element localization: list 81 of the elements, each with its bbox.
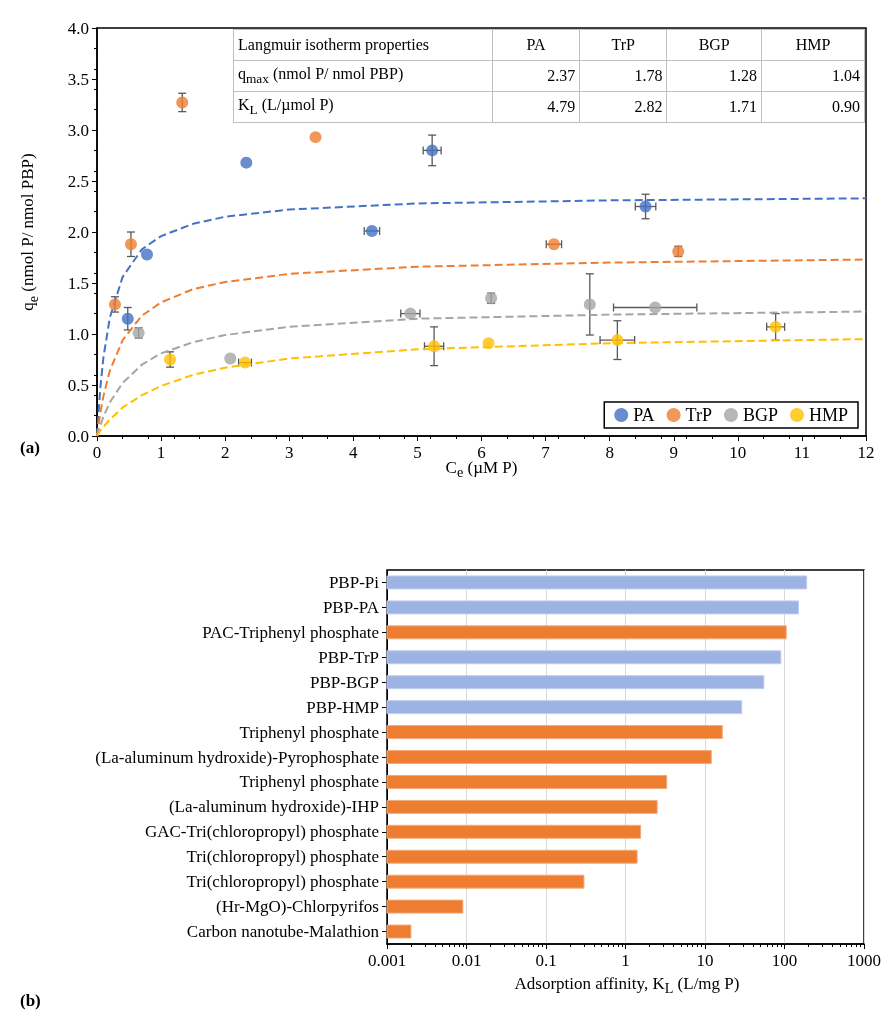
annotation: 1.04 — [761, 60, 865, 92]
point — [583, 298, 596, 311]
annotation: HMP — [761, 29, 865, 61]
point — [428, 340, 441, 353]
x-tick-label: 1000 — [847, 951, 881, 970]
y-tick-label: 3.5 — [67, 69, 89, 89]
y-tick-label: 3.0 — [67, 120, 89, 140]
legend-label: HMP — [808, 405, 848, 425]
x-tick-label: 2 — [220, 443, 230, 462]
x-tick-label: 0 — [92, 443, 102, 462]
x-tick-label: 12 — [857, 443, 875, 462]
x-tick-label: 100 — [771, 951, 798, 970]
x-tick-label: 7 — [541, 443, 551, 462]
text: (b) — [20, 991, 41, 1011]
y-tick-label: PBP-BGP — [310, 672, 379, 692]
legend-label: PA — [633, 405, 655, 425]
annotation: 2.37 — [492, 60, 580, 92]
annotation: 1.28 — [666, 60, 762, 92]
point — [121, 312, 134, 325]
annotation: 1.71 — [666, 91, 762, 123]
annotation: 2.82 — [579, 91, 667, 123]
x-tick-label: 0.1 — [535, 951, 557, 970]
y-tick-label: PBP-HMP — [306, 697, 379, 717]
x-tick-label: 10 — [729, 443, 747, 462]
x-tick-label: 4 — [349, 443, 359, 462]
y-tick-label: PBP-Pi — [328, 572, 380, 592]
annotation: 0.90 — [761, 91, 865, 123]
point — [309, 131, 322, 144]
annotation: TrP — [579, 29, 667, 61]
y-tick-label: (La-aluminum hydroxide)-IHP — [168, 797, 379, 817]
annotation: BGP — [666, 29, 762, 61]
y-tick-label: PAC-Triphenyl phosphate — [202, 622, 379, 642]
point — [426, 144, 439, 157]
y-tick-label: (La-aluminum hydroxide)-Pyrophosphate — [95, 747, 379, 767]
x-tick-label: 1 — [156, 443, 166, 462]
x-tick-label: 11 — [793, 443, 811, 462]
point — [176, 96, 189, 109]
y-tick-label: 2.5 — [67, 171, 89, 191]
annotation: Langmuir isotherm properties — [233, 29, 493, 61]
y-tick-label: 0.5 — [67, 375, 89, 395]
y-tick-label: PBP-TrP — [318, 647, 379, 667]
legend-label: TrP — [685, 405, 712, 425]
x-tick-label: 3 — [285, 443, 294, 462]
y-tick-label: 2.0 — [67, 222, 89, 242]
y-tick-label: 4.0 — [67, 18, 89, 38]
point — [649, 301, 662, 314]
y-tick-label: Triphenyl phosphate — [239, 772, 379, 792]
annotation: K$_{L}$ (L/µmol P) — [233, 91, 493, 123]
x-axis-title: Adsorption affinity, K$_{L}$ (L/mg P) — [513, 974, 741, 998]
point — [224, 352, 237, 365]
point — [240, 156, 253, 169]
x-tick-label: 0.001 — [367, 951, 407, 970]
legend-label: BGP — [742, 405, 778, 425]
x-tick-label: 0.01 — [451, 951, 482, 970]
y-tick-label: 1.5 — [67, 273, 89, 293]
y-tick-label: (Hr-MgO)-Chlorpyrifos — [215, 897, 379, 917]
point — [141, 248, 153, 261]
point — [124, 238, 137, 251]
annotation: 4.79 — [492, 91, 580, 123]
point — [639, 200, 652, 213]
x-tick-label: 1 — [621, 951, 630, 970]
y-tick-label: Carbon nanotube-Malathion — [186, 922, 380, 942]
y-tick-label: PBP-PA — [322, 597, 380, 617]
x-tick-label: 10 — [696, 951, 714, 970]
y-tick-label: Tri(chloropropyl) phosphate — [186, 847, 379, 867]
annotation: q$_{max}$ (nmol P/ nmol PBP) — [233, 60, 493, 92]
annotation: 1.78 — [579, 60, 667, 92]
x-tick-label: 8 — [605, 443, 614, 462]
y-tick-label: GAC-Tri(chloropropyl) phosphate — [144, 822, 379, 842]
y-tick-label: 1.0 — [67, 324, 89, 344]
x-tick-label: 5 — [413, 443, 422, 462]
y-tick-label: Tri(chloropropyl) phosphate — [186, 872, 379, 892]
point — [482, 337, 495, 350]
y-tick-label: 0.0 — [67, 426, 89, 446]
annotation: PA — [492, 29, 580, 61]
point — [611, 334, 624, 347]
point — [769, 320, 782, 333]
text: (a) — [20, 438, 40, 458]
x-tick-label: 9 — [669, 443, 678, 462]
point — [404, 307, 417, 320]
y-tick-label: Triphenyl phosphate — [239, 722, 379, 742]
